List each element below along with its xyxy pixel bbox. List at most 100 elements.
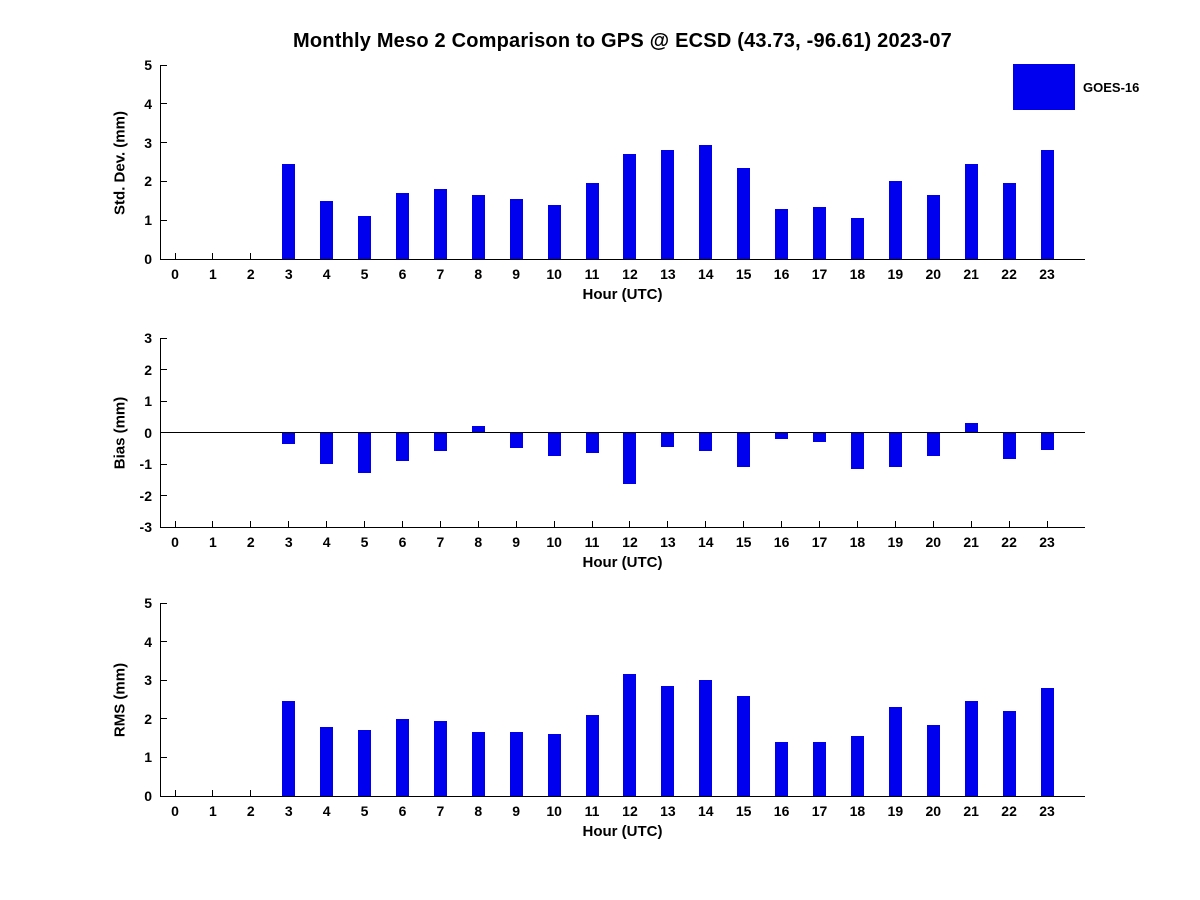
x-tick-mark [401, 521, 403, 527]
x-tick-label: 17 [811, 266, 828, 282]
x-tick-label: 8 [474, 803, 483, 819]
rms-y-axis-label: RMS (mm) [111, 662, 129, 738]
x-tick-label: 17 [811, 803, 828, 819]
y-tick-label: 0 [144, 251, 152, 267]
x-tick-label: 3 [284, 266, 293, 282]
x-tick-mark [174, 253, 176, 259]
bias-bar-hour-4 [320, 432, 334, 464]
bias-bar-hour-9 [509, 432, 523, 449]
x-tick-label: 9 [512, 266, 521, 282]
bias-bar-hour-19 [888, 432, 902, 468]
x-tick-label: 11 [584, 534, 600, 550]
x-tick-label: 2 [246, 266, 255, 282]
std-dev-bar-hour-4 [320, 200, 334, 259]
y-tick-label: 2 [144, 710, 152, 727]
rms-bar-hour-11 [585, 714, 599, 796]
y-tick-mark [161, 526, 167, 528]
std-dev-bar-hour-19 [888, 181, 902, 259]
stddev-y-axis-label: Std. Dev. (mm) [111, 110, 129, 215]
x-tick-label: 12 [622, 803, 638, 819]
y-tick-label: 1 [144, 393, 152, 409]
bias-bar-hour-22 [1002, 432, 1016, 460]
x-tick-mark [743, 521, 745, 527]
y-tick-label: -2 [139, 487, 152, 504]
x-tick-mark [364, 521, 366, 527]
x-tick-label: 7 [436, 803, 445, 819]
y-tick-label: 2 [144, 361, 152, 378]
y-tick-mark [161, 103, 167, 105]
std-dev-bar-hour-15 [737, 167, 751, 259]
rms-panel: RMS (mm) 0 1 2 3 4 5 0 1 2 3 4 5 6 7 8 9 10 11 12 13 14 15 16 1… [112, 596, 1085, 840]
x-tick-mark [856, 521, 858, 527]
std-dev-bar-hour-16 [775, 208, 789, 259]
x-tick-label: 0 [171, 534, 179, 550]
x-tick-mark [667, 521, 669, 527]
x-tick-mark [591, 521, 593, 527]
x-tick-label: 23 [1039, 266, 1055, 282]
x-tick-label: 5 [360, 803, 369, 819]
x-tick-label: 19 [887, 266, 904, 282]
x-tick-label: 8 [474, 534, 483, 550]
bias-bar-hour-3 [282, 432, 296, 444]
x-tick-label: 19 [887, 534, 904, 550]
y-tick-mark [161, 219, 167, 221]
x-tick-label: 14 [697, 534, 714, 550]
y-tick-mark [161, 603, 167, 604]
y-tick-mark [161, 756, 167, 758]
bias-bar-hour-15 [737, 432, 751, 468]
x-tick-label: 0 [171, 803, 179, 819]
x-tick-mark [819, 521, 821, 527]
x-tick-label: 23 [1039, 803, 1055, 819]
x-tick-label: 7 [436, 534, 445, 550]
y-tick-label: 0 [144, 788, 152, 804]
x-tick-label: 11 [584, 803, 600, 819]
rms-bar-hour-7 [433, 720, 447, 796]
x-tick-mark [629, 521, 631, 527]
x-tick-label: 17 [811, 534, 828, 550]
x-tick-label: 2 [246, 803, 255, 819]
x-tick-label: 14 [697, 803, 714, 819]
bias-bar-hour-18 [850, 432, 864, 469]
x-tick-label: 9 [512, 803, 521, 819]
y-tick-label: 3 [144, 672, 152, 689]
rms-bar-hour-15 [737, 695, 751, 796]
x-tick-mark [288, 521, 290, 527]
x-tick-mark [212, 253, 214, 259]
bias-bar-hour-23 [1040, 432, 1054, 450]
x-tick-label: 20 [925, 266, 942, 282]
x-tick-mark [250, 253, 252, 259]
std-dev-bar-hour-8 [471, 194, 485, 259]
rms-plot-area: 0 1 2 3 4 5 0 1 2 3 4 5 6 7 8 9 10 11 12 13 14 15 16 17 18 19 20 21… [144, 596, 1085, 818]
x-tick-mark [174, 521, 176, 527]
y-tick-mark [161, 180, 167, 182]
bias-bar-hour-10 [547, 432, 561, 457]
x-tick-mark [477, 521, 479, 527]
rms-bar-hour-21 [964, 701, 978, 796]
std-dev-bar-hour-17 [813, 206, 827, 259]
y-tick-label: -1 [139, 456, 152, 472]
std-dev-bar-hour-23 [1040, 150, 1054, 259]
x-tick-label: 16 [773, 266, 790, 282]
std-dev-bar-hour-12 [623, 154, 637, 259]
x-tick-label: 13 [660, 803, 676, 819]
bias-bar-hour-5 [358, 432, 372, 474]
bias-bar-hour-14 [699, 432, 713, 452]
x-tick-mark [326, 521, 328, 527]
rms-bar-hour-20 [926, 724, 940, 796]
x-tick-label: 5 [360, 266, 369, 282]
bias-bar-hour-13 [661, 432, 675, 447]
x-tick-label: 6 [398, 266, 407, 282]
x-tick-label: 12 [622, 266, 638, 282]
x-tick-label: 19 [887, 803, 904, 819]
x-tick-label: 16 [773, 803, 790, 819]
bias-bar-hour-16 [775, 432, 789, 439]
bias-bar-hour-20 [926, 432, 940, 457]
x-tick-label: 15 [735, 803, 752, 819]
x-tick-mark [212, 521, 214, 527]
y-tick-mark [161, 142, 167, 144]
x-tick-label: 18 [849, 803, 866, 819]
x-tick-label: 21 [963, 534, 979, 550]
x-tick-label: 22 [1001, 803, 1017, 819]
rms-bar-hour-13 [661, 685, 675, 796]
x-tick-label: 5 [360, 534, 369, 550]
